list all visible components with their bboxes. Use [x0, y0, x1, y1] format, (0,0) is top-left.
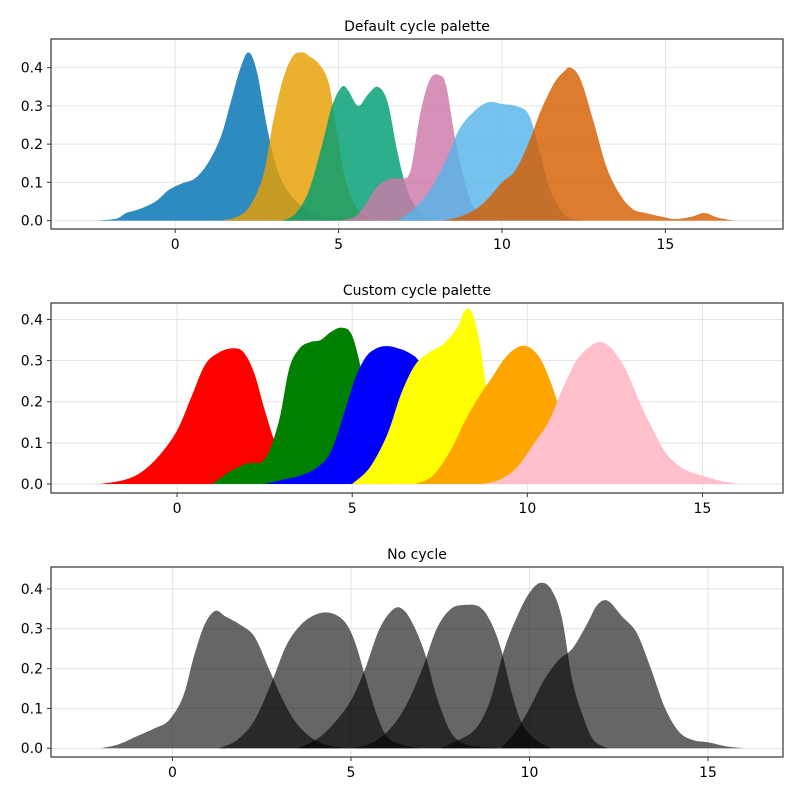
x-tick-label: 5 — [346, 765, 355, 781]
x-tick-label: 5 — [348, 501, 357, 517]
y-tick-label: 0.2 — [21, 395, 43, 411]
y-tick-label: 0.4 — [21, 582, 43, 598]
x-tick-label: 10 — [493, 237, 511, 253]
chart-panel: Custom cycle palette 0 5 10 15 0.0 0.1 0.2 0.3 0.… — [21, 283, 784, 517]
x-tick-label: 10 — [518, 501, 536, 517]
chart-title: No cycle — [387, 547, 447, 563]
density-area — [481, 342, 738, 484]
chart-title: Default cycle palette — [344, 19, 490, 35]
plot-frame — [50, 566, 784, 758]
density-area — [500, 600, 744, 749]
y-tick-label: 0.3 — [21, 99, 43, 115]
y-tick-label: 0.3 — [21, 622, 43, 638]
chart-title: Custom cycle palette — [343, 283, 491, 299]
x-tick-label: 5 — [334, 237, 343, 253]
x-tick-label: 15 — [694, 501, 712, 517]
y-tick-label: 0.0 — [21, 741, 43, 757]
y-tick-label: 0.1 — [21, 175, 43, 191]
x-tick-label: 10 — [521, 765, 539, 781]
plot-frame — [50, 38, 784, 230]
x-tick-label: 15 — [699, 765, 717, 781]
y-tick-label: 0.1 — [21, 436, 43, 452]
y-tick-label: 0.0 — [21, 477, 43, 493]
y-tick-label: 0.2 — [21, 137, 43, 153]
density-area — [96, 52, 359, 221]
plot-frame — [50, 302, 784, 494]
x-tick-label: 0 — [171, 237, 180, 253]
y-tick-label: 0.1 — [21, 701, 43, 717]
density-area — [443, 67, 734, 221]
density-area — [297, 607, 501, 749]
y-tick-label: 0.0 — [21, 214, 43, 230]
y-tick-label: 0.3 — [21, 354, 43, 370]
chart-panel: No cycle 0 5 10 15 0.0 0.1 0.2 0.3 0.4 — [21, 547, 784, 781]
x-tick-label: 0 — [168, 765, 177, 781]
y-tick-label: 0.4 — [21, 61, 43, 77]
x-tick-label: 0 — [173, 501, 182, 517]
y-tick-label: 0.4 — [21, 312, 43, 328]
chart-panel: Default cycle palette 0 5 10 15 0.0 0.1 0.2 0.3 0… — [21, 19, 784, 253]
y-tick-label: 0.2 — [21, 662, 43, 678]
density-area — [100, 348, 318, 484]
x-tick-label: 15 — [656, 237, 674, 253]
